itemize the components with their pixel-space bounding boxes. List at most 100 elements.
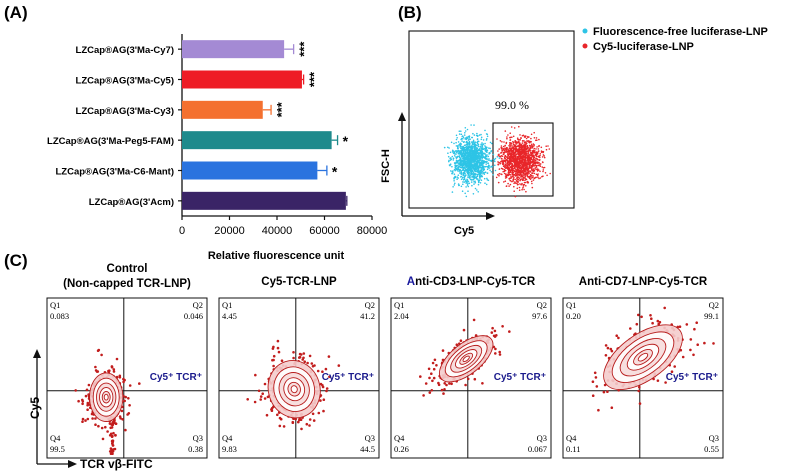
- flow-event: [94, 423, 97, 427]
- flow-event: [498, 353, 502, 356]
- point-cy5: [515, 146, 517, 148]
- point-cy5: [537, 148, 540, 150]
- point-fluorescence-free: [453, 155, 456, 157]
- point-fluorescence-free: [470, 155, 472, 157]
- point-fluorescence-free: [489, 169, 491, 172]
- flow-event: [112, 419, 116, 422]
- point-fluorescence-free: [458, 143, 461, 146]
- point-cy5: [520, 167, 522, 169]
- point-fluorescence-free: [449, 159, 452, 161]
- point-fluorescence-free: [472, 157, 475, 160]
- point-cy5: [504, 145, 506, 147]
- point-fluorescence-free: [449, 151, 452, 154]
- point-cy5: [521, 164, 523, 166]
- point-cy5: [513, 170, 516, 173]
- point-fluorescence-free: [457, 164, 459, 167]
- point-fluorescence-free: [486, 158, 488, 161]
- flow-event: [91, 417, 94, 420]
- flow-event: [114, 433, 117, 437]
- point-fluorescence-free: [464, 192, 467, 195]
- flow-event: [101, 437, 105, 441]
- flow-plot-title: Anti-CD3-LNP-Cy5-TCR: [407, 276, 536, 288]
- flow-event: [610, 406, 614, 410]
- point-cy5: [512, 165, 515, 168]
- point-fluorescence-free: [484, 147, 486, 150]
- point-cy5: [504, 151, 507, 153]
- flow-plot-frame: [562, 297, 724, 459]
- flow-plot-subtitle: (Non-capped TCR-LNP): [63, 278, 191, 290]
- quadrant-name: Q4: [50, 433, 61, 443]
- point-cy5: [530, 162, 532, 164]
- point-fluorescence-free: [476, 189, 478, 191]
- point-cy5: [506, 136, 508, 138]
- point-fluorescence-free: [481, 173, 483, 175]
- point-fluorescence-free: [486, 172, 489, 174]
- point-cy5: [512, 140, 514, 143]
- point-cy5: [516, 178, 518, 181]
- point-fluorescence-free: [457, 183, 460, 185]
- flow-event: [325, 387, 329, 390]
- point-cy5: [526, 181, 529, 184]
- point-cy5: [512, 175, 515, 177]
- flow-plots-c: Cy5 TCR vβ-FITC Control (Non-capped TCR-L…: [28, 263, 724, 471]
- point-fluorescence-free: [455, 150, 458, 152]
- point-fluorescence-free: [488, 167, 491, 169]
- point-fluorescence-free: [486, 179, 489, 181]
- point-cy5: [512, 143, 515, 146]
- point-cy5: [512, 169, 515, 172]
- point-cy5: [530, 154, 532, 156]
- point-cy5: [530, 158, 532, 160]
- quadrant-tag: Cy5⁺ TCR⁺: [494, 372, 546, 383]
- point-cy5: [525, 172, 527, 175]
- point-cy5: [538, 155, 540, 157]
- point-fluorescence-free: [490, 171, 493, 173]
- point-cy5: [516, 163, 519, 166]
- flow-event: [300, 427, 303, 431]
- point-cy5: [520, 156, 522, 159]
- point-cy5: [510, 176, 513, 178]
- flow-event: [278, 424, 282, 428]
- point-cy5: [521, 178, 523, 180]
- point-cy5: [517, 180, 519, 183]
- flow-event: [87, 383, 91, 387]
- point-fluorescence-free: [477, 144, 479, 146]
- point-fluorescence-free: [472, 164, 475, 167]
- point-cy5: [516, 153, 518, 156]
- point-fluorescence-free: [463, 141, 465, 143]
- point-fluorescence-free: [463, 134, 466, 136]
- point-cy5: [519, 157, 521, 160]
- point-cy5: [504, 163, 507, 166]
- point-fluorescence-free: [472, 139, 475, 142]
- flow-event: [591, 380, 595, 384]
- point-cy5: [538, 150, 540, 152]
- c-x-label: TCR vβ-FITC: [80, 457, 153, 471]
- point-fluorescence-free: [476, 141, 478, 144]
- point-fluorescence-free: [492, 174, 495, 176]
- point-fluorescence-free: [477, 145, 480, 148]
- point-fluorescence-free: [483, 156, 486, 158]
- point-cy5: [534, 163, 536, 165]
- point-cy5: [505, 159, 508, 161]
- point-cy5: [495, 176, 498, 179]
- point-cy5: [509, 148, 512, 151]
- point-cy5: [516, 182, 518, 184]
- point-fluorescence-free: [474, 141, 477, 143]
- point-fluorescence-free: [463, 176, 466, 179]
- point-cy5: [526, 158, 529, 161]
- point-cy5: [530, 152, 532, 154]
- flow-event: [81, 398, 84, 402]
- point-fluorescence-free: [469, 157, 472, 160]
- flow-event: [498, 350, 502, 354]
- point-cy5: [521, 174, 524, 176]
- point-cy5: [498, 153, 500, 156]
- scatter-chart-b: 99.0 % Cy5 FSC-H Fluorescence-free lucif…: [380, 26, 768, 237]
- point-cy5: [539, 177, 542, 179]
- flow-event: [435, 364, 438, 367]
- point-cy5: [521, 187, 524, 189]
- point-fluorescence-free: [481, 153, 484, 156]
- point-cy5: [514, 159, 517, 162]
- point-cy5: [536, 164, 538, 167]
- flow-plot-title: Anti-CD7-LNP-Cy5-TCR: [579, 276, 708, 288]
- flow-plot-title: Cy5-TCR-LNP: [261, 276, 337, 288]
